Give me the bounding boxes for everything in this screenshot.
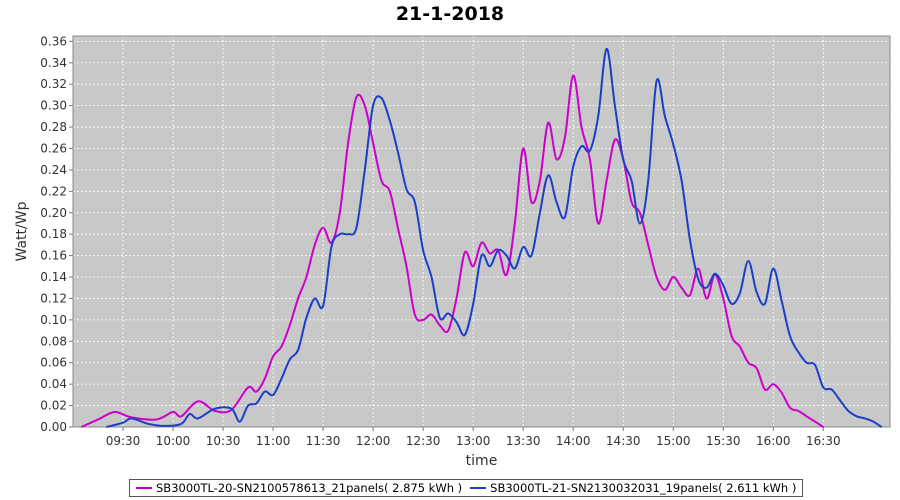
x-tick-label: 15:30	[706, 434, 741, 448]
y-tick-label: 0.30	[40, 99, 67, 113]
y-tick-label: 0.04	[40, 377, 67, 391]
y-tick-label: 0.06	[40, 356, 67, 370]
x-tick-label: 14:30	[606, 434, 641, 448]
y-tick-label: 0.36	[40, 34, 67, 48]
legend-swatch	[470, 487, 487, 489]
x-tick-label: 11:00	[256, 434, 291, 448]
legend-label: SB3000TL-20-SN2100578613_21panels( 2.875…	[156, 481, 463, 495]
plot-border	[72, 35, 891, 428]
x-tick-label: 13:30	[506, 434, 541, 448]
y-tick-label: 0.32	[40, 77, 67, 91]
y-tick-label: 0.18	[40, 227, 67, 241]
series-line-2	[106, 47, 883, 428]
x-tick-label: 15:00	[656, 434, 691, 448]
series-layer	[80, 47, 883, 428]
x-tick-label: 14:00	[556, 434, 591, 448]
x-tick-label: 16:30	[806, 434, 841, 448]
x-tick-label: 12:30	[406, 434, 441, 448]
y-tick-label: 0.16	[40, 249, 67, 263]
y-tick-label: 0.24	[40, 163, 67, 177]
y-tick-label: 0.14	[40, 270, 67, 284]
legend-item-series-1: SB3000TL-20-SN2100578613_21panels( 2.875…	[136, 481, 462, 495]
y-tick-label: 0.02	[40, 399, 67, 413]
x-tick-label: 16:00	[756, 434, 791, 448]
y-tick-label: 0.34	[40, 56, 67, 70]
x-tick-label: 10:30	[206, 434, 241, 448]
y-tick-label: 0.10	[40, 313, 67, 327]
y-tick-label: 0.28	[40, 120, 67, 134]
axes: 0.00 0.02 0.04 0.06 0.08 0.10 0.12 0.14 0.16 0.18…	[40, 34, 891, 448]
x-axis-label: time	[466, 453, 498, 469]
x-tick-label: 12:00	[356, 434, 391, 448]
y-tick-label: 0.26	[40, 141, 67, 155]
legend-label: SB3000TL-21-SN2130032031_19panels( 2.611…	[490, 481, 797, 495]
legend-swatch	[136, 487, 152, 489]
legend-item-series-2: SB3000TL-21-SN2130032031_19panels( 2.611…	[470, 481, 796, 495]
x-tick-label: 11:30	[306, 434, 341, 448]
legend: SB3000TL-20-SN2100578613_21panels( 2.875…	[129, 479, 804, 497]
y-tick-label: 0.00	[40, 420, 67, 434]
y-tick-label: 0.22	[40, 184, 67, 198]
y-axis-label: Watt/Wp	[14, 201, 30, 261]
plot-area	[73, 36, 890, 427]
x-tick-label: 09:30	[106, 434, 141, 448]
y-tick-label: 0.08	[40, 334, 67, 348]
x-tick-label: 13:00	[456, 434, 491, 448]
chart-title: 21-1-2018	[395, 3, 505, 25]
y-tick-label: 0.20	[40, 206, 67, 220]
x-tick-label: 10:00	[156, 434, 191, 448]
y-tick-label: 0.12	[40, 291, 67, 305]
